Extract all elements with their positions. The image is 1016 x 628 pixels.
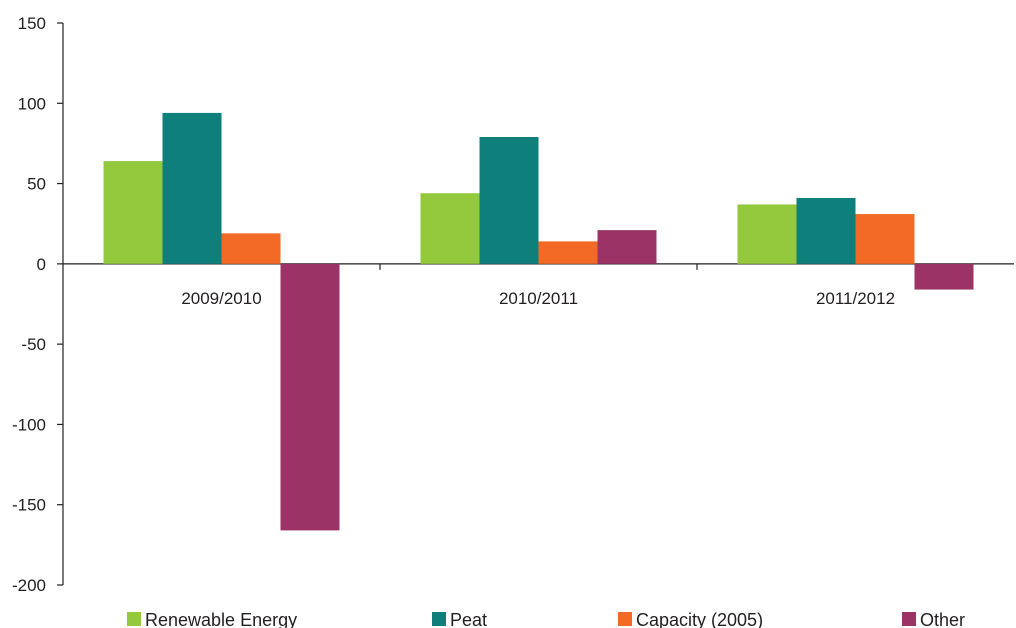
legend-swatch <box>127 612 141 626</box>
x-category-label: 2011/2012 <box>816 289 895 308</box>
x-category-label: 2009/2010 <box>181 289 261 308</box>
legend-swatch <box>902 612 916 626</box>
bar-capacity-2005-2011-2012 <box>855 214 915 264</box>
y-tick-label: -100 <box>12 415 46 434</box>
y-tick-label: 50 <box>27 175 46 194</box>
y-tick-label: 100 <box>18 94 46 113</box>
bar-peat-2010-2011 <box>479 137 539 264</box>
bar-renewable-energy-2011-2012 <box>737 204 797 264</box>
bar-other-2010-2011 <box>597 230 657 264</box>
legend-swatch <box>432 612 446 626</box>
bar-peat-2009-2010 <box>162 112 222 264</box>
y-tick-label: 0 <box>37 255 46 274</box>
labels: 2009/2010 2010/2011 2011/2012 <box>181 289 895 308</box>
bar-peat-2011-2012 <box>796 198 856 264</box>
legend-label: Capacity (2005) <box>636 610 763 628</box>
x-category-label: 2010/2011 <box>499 289 578 308</box>
y-tick-label: -200 <box>12 576 46 595</box>
y-tick-label: -50 <box>21 335 46 354</box>
bar-renewable-energy-2009-2010 <box>103 161 163 264</box>
bar-renewable-energy-2010-2011 <box>420 193 480 264</box>
bar-other-2009-2010 <box>280 263 340 531</box>
bar-capacity-2005-2010-2011 <box>538 241 598 264</box>
legend-label: Peat <box>450 610 487 628</box>
bar-capacity-2005-2009-2010 <box>221 233 281 264</box>
legend: Renewable Energy Peat Capacity (2005) Other <box>127 610 965 628</box>
bar-other-2011-2012 <box>914 263 974 290</box>
y-tick-label: 150 <box>18 14 46 33</box>
legend-label: Renewable Energy <box>145 610 297 628</box>
y-tick-label: -150 <box>12 496 46 515</box>
legend-label: Other <box>920 610 965 628</box>
bars <box>103 112 974 531</box>
legend-swatch <box>618 612 632 626</box>
